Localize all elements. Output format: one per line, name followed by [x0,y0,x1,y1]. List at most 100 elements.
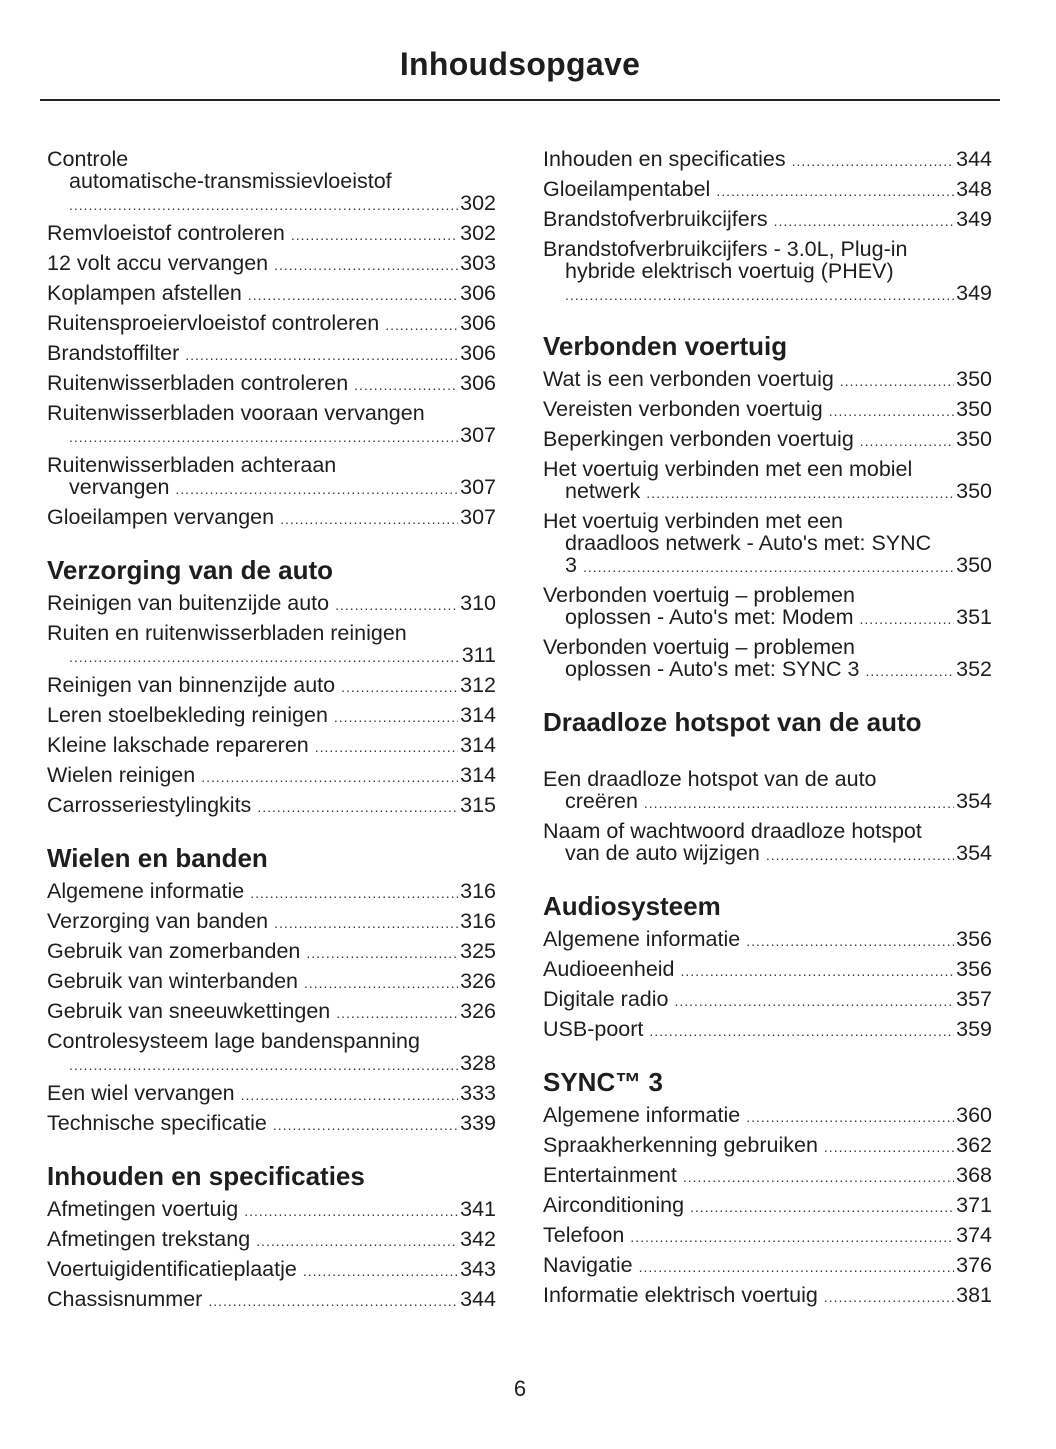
toc-entry[interactable]: Afmetingen trekstang 342 [47,1227,496,1257]
toc-entry[interactable]: Ruiten en ruitenwisserbladen reinigen 311 [47,621,496,673]
page-number-ref[interactable]: 314 [460,763,496,787]
page-number-ref[interactable]: 356 [956,927,992,951]
toc-entry[interactable]: Reinigen van binnenzijde auto 312 [47,673,496,703]
toc-entry[interactable]: Wat is een verbonden voertuig 350 [543,367,992,397]
page-number-ref[interactable]: 326 [460,969,496,993]
toc-entry[interactable]: Navigatie 376 [543,1253,992,1283]
page-number-ref[interactable]: 307 [460,505,496,529]
toc-entry[interactable]: Technische specificatie 339 [47,1111,496,1141]
page-number-ref[interactable]: 344 [956,147,992,171]
toc-entry[interactable]: USB-poort 359 [543,1017,992,1047]
toc-entry[interactable]: Wielen reinigen 314 [47,763,496,793]
toc-entry[interactable]: Gebruik van winterbanden 326 [47,969,496,999]
toc-entry[interactable]: Controlesysteem lage bandenspanning 328 [47,1029,496,1081]
page-number-ref[interactable]: 349 [956,281,992,305]
toc-entry[interactable]: Gebruik van zomerbanden 325 [47,939,496,969]
page-number-ref[interactable]: 314 [460,703,496,727]
page-number-ref[interactable]: 316 [460,909,496,933]
toc-entry[interactable]: Verbonden voertuig – problemen oplossen -… [543,635,992,687]
page-number-ref[interactable]: 350 [956,479,992,503]
toc-entry[interactable]: Een draadloze hotspot van de auto creëren… [543,767,992,819]
page-number-ref[interactable]: 306 [460,311,496,335]
page-number-ref[interactable]: 348 [956,177,992,201]
page-number-ref[interactable]: 344 [460,1287,496,1311]
toc-entry[interactable]: Inhouden en specificaties 344 [543,147,992,177]
page-number-ref[interactable]: 359 [956,1017,992,1041]
toc-entry[interactable]: Reinigen van buitenzijde auto 310 [47,591,496,621]
page-number-ref[interactable]: 315 [460,793,496,817]
toc-entry[interactable]: Digitale radio 357 [543,987,992,1017]
toc-entry[interactable]: Kleine lakschade repareren 314 [47,733,496,763]
page-number-ref[interactable]: 303 [460,251,496,275]
page-number-ref[interactable]: 333 [460,1081,496,1105]
page-number-ref[interactable]: 311 [461,643,496,667]
toc-entry[interactable]: Remvloeistof controleren 302 [47,221,496,251]
page-number-ref[interactable]: 350 [956,427,992,451]
page-number-ref[interactable]: 302 [460,221,496,245]
page-number-ref[interactable]: 350 [956,367,992,391]
page-number-ref[interactable]: 374 [956,1223,992,1247]
page-number-ref[interactable]: 339 [460,1111,496,1135]
toc-entry[interactable]: Algemene informatie 356 [543,927,992,957]
page-number-ref[interactable]: 356 [956,957,992,981]
toc-entry[interactable]: Spraakherkenning gebruiken 362 [543,1133,992,1163]
page-number-ref[interactable]: 307 [460,475,496,499]
toc-entry[interactable]: Verzorging van banden 316 [47,909,496,939]
toc-entry[interactable]: Carrosseriestylingkits 315 [47,793,496,823]
toc-entry[interactable]: Voertuigidentificatieplaatje 343 [47,1257,496,1287]
page-number-ref[interactable]: 381 [956,1283,992,1307]
toc-entry[interactable]: Algemene informatie 360 [543,1103,992,1133]
page-number-ref[interactable]: 354 [956,789,992,813]
toc-entry[interactable]: Beperkingen verbonden voertuig 350 [543,427,992,457]
page-number-ref[interactable]: 352 [956,657,992,681]
toc-entry[interactable]: Chassisnummer 344 [47,1287,496,1317]
page-number-ref[interactable]: 306 [460,341,496,365]
toc-entry[interactable]: Brandstoffilter 306 [47,341,496,371]
page-number-ref[interactable]: 341 [460,1197,496,1221]
page-number-ref[interactable]: 350 [956,553,992,577]
toc-entry[interactable]: Gloeilampen vervangen 307 [47,505,496,535]
page-number-ref[interactable]: 325 [460,939,496,963]
page-number-ref[interactable]: 307 [460,423,496,447]
toc-entry[interactable]: Afmetingen voertuig 341 [47,1197,496,1227]
page-number-ref[interactable]: 360 [956,1103,992,1127]
page-number-ref[interactable]: 362 [956,1133,992,1157]
toc-entry[interactable]: Ruitenwisserbladen vooraan vervangen 307 [47,401,496,453]
page-number-ref[interactable]: 357 [956,987,992,1011]
toc-entry[interactable]: Het voertuig verbinden met een draadloos … [543,509,992,583]
toc-entry[interactable]: Verbonden voertuig – problemen oplossen -… [543,583,992,635]
toc-entry[interactable]: Vereisten verbonden voertuig 350 [543,397,992,427]
toc-entry[interactable]: Algemene informatie 316 [47,879,496,909]
page-number-ref[interactable]: 306 [460,371,496,395]
page-number-ref[interactable]: 351 [956,605,992,629]
toc-entry[interactable]: 12 volt accu vervangen 303 [47,251,496,281]
toc-entry[interactable]: Ruitenwisserbladen controleren 306 [47,371,496,401]
toc-entry[interactable]: Gebruik van sneeuwkettingen 326 [47,999,496,1029]
page-number-ref[interactable]: 342 [460,1227,496,1251]
toc-entry[interactable]: Airconditioning 371 [543,1193,992,1223]
page-number-ref[interactable]: 371 [956,1193,992,1217]
toc-entry[interactable]: Brandstofverbruikcijfers 349 [543,207,992,237]
toc-entry[interactable]: Het voertuig verbinden met een mobiel net… [543,457,992,509]
page-number-ref[interactable]: 306 [460,281,496,305]
toc-entry[interactable]: Informatie elektrisch voertuig 381 [543,1283,992,1313]
page-number-ref[interactable]: 349 [956,207,992,231]
toc-entry[interactable]: Een wiel vervangen 333 [47,1081,496,1111]
page-number-ref[interactable]: 316 [460,879,496,903]
toc-entry[interactable]: Telefoon 374 [543,1223,992,1253]
page-number-ref[interactable]: 326 [460,999,496,1023]
toc-entry[interactable]: Brandstofverbruikcijfers - 3.0L, Plug-in… [543,237,992,311]
toc-entry[interactable]: Audioeenheid 356 [543,957,992,987]
page-number-ref[interactable]: 368 [956,1163,992,1187]
toc-entry[interactable]: Entertainment 368 [543,1163,992,1193]
page-number-ref[interactable]: 354 [956,841,992,865]
page-number-ref[interactable]: 328 [460,1051,496,1075]
toc-entry[interactable]: Leren stoelbekleding reinigen 314 [47,703,496,733]
page-number-ref[interactable]: 350 [956,397,992,421]
toc-entry[interactable]: Koplampen afstellen 306 [47,281,496,311]
toc-entry[interactable]: Ruitensproeiervloeistof controleren 306 [47,311,496,341]
toc-entry[interactable]: Controle automatische-transmissievloeisto… [47,147,496,221]
toc-entry[interactable]: Naam of wachtwoord draadloze hotspot van … [543,819,992,871]
page-number-ref[interactable]: 314 [460,733,496,757]
toc-entry[interactable]: Gloeilampentabel 348 [543,177,992,207]
